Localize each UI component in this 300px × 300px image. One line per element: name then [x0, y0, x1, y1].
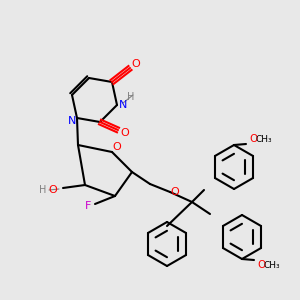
- Text: O: O: [121, 128, 129, 138]
- Text: CH₃: CH₃: [256, 134, 272, 143]
- Text: H: H: [39, 185, 47, 195]
- Text: H: H: [127, 92, 135, 102]
- Text: O: O: [250, 134, 258, 144]
- Text: O: O: [171, 187, 179, 197]
- Text: O: O: [132, 59, 140, 69]
- Text: F: F: [85, 201, 91, 211]
- Text: O: O: [258, 260, 266, 270]
- Text: O: O: [49, 185, 57, 195]
- Text: CH₃: CH₃: [264, 260, 280, 269]
- Text: N: N: [119, 100, 127, 110]
- Text: O: O: [112, 142, 122, 152]
- Text: N: N: [68, 116, 76, 126]
